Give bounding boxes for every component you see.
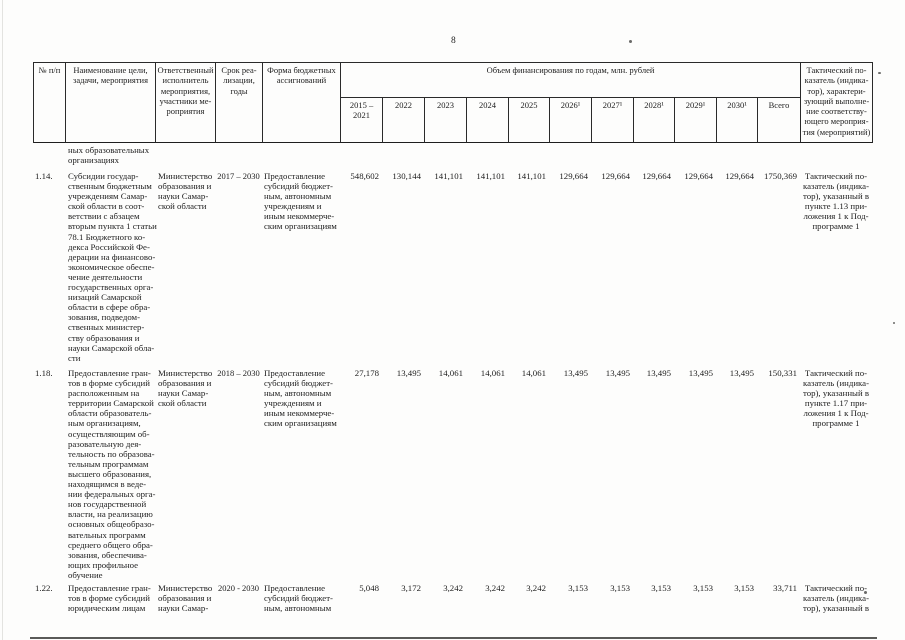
row-indicator: Тактический по- казатель (индика- тор), … <box>802 368 870 429</box>
row-value-2027: 3,153 <box>610 583 630 593</box>
col-header-year-2030: 2030¹ <box>717 98 758 143</box>
row-value-2025: 14,061 <box>521 368 546 378</box>
row-value-2026: 129,664 <box>559 171 588 181</box>
col-header-year-2026: 2026¹ <box>550 98 592 143</box>
scan-speck-artifact <box>878 72 881 74</box>
row-period: 2017 – 2030 <box>217 171 260 181</box>
col-header-name: Наименование цели, задачи, мероприятия <box>66 63 156 143</box>
row-value-2022: 13,495 <box>396 368 421 378</box>
row-value-2024: 3,242 <box>485 583 505 593</box>
row-value-total: 150,331 <box>768 368 797 378</box>
row-value-2023: 141,101 <box>434 171 463 181</box>
row-executor: Министерство образования и науки Самар- … <box>158 171 213 212</box>
row-value-2015-2021: 5,048 <box>359 583 379 593</box>
row-number: 1.22. <box>35 583 53 593</box>
table-row: 1.22. Предоставление гран- тов в форме с… <box>33 583 872 613</box>
row-value-2030: 129,664 <box>725 171 754 181</box>
col-header-year-2028: 2028¹ <box>634 98 675 143</box>
row-indicator: Тактический по- казатель (индика- тор), … <box>802 583 870 614</box>
page-number: 8 <box>451 36 456 46</box>
col-header-year-2024: 2024 <box>467 98 509 143</box>
row-value-2022: 3,172 <box>401 583 421 593</box>
col-header-year-2027: 2027¹ <box>592 98 634 143</box>
row-number: 1.18. <box>35 368 53 378</box>
row-value-2025: 141,101 <box>517 171 546 181</box>
row-period: 2020 - 2030 <box>217 583 260 593</box>
row-value-2023: 3,242 <box>443 583 463 593</box>
row-value-2028: 129,664 <box>642 171 671 181</box>
table-header: № п/п Наименование цели, задачи, меропри… <box>33 62 873 143</box>
row-value-total: 33,711 <box>773 583 797 593</box>
table-row: 1.14. Субсидии государ- ственным бюджетн… <box>33 171 872 363</box>
row-indicator: Тактический по- казатель (индика- тор), … <box>802 171 870 232</box>
table-row: 1.18. Предоставление гран- тов в форме с… <box>33 368 872 580</box>
col-header-indicator: Тактический по- казатель (индика- тор), … <box>801 63 873 143</box>
col-header-period: Срок реа- лизации, годы <box>216 63 263 143</box>
row-value-2029: 3,153 <box>693 583 713 593</box>
row-value-2028: 3,153 <box>651 583 671 593</box>
row-name: Субсидии государ- ственным бюджетным учр… <box>68 171 157 363</box>
row-value-2026: 13,495 <box>563 368 588 378</box>
scan-edge-artifact <box>2 0 3 640</box>
col-header-num: № п/п <box>34 63 66 143</box>
row-form: Предоставление субсидий бюджет- ным, авт… <box>264 171 337 232</box>
col-header-executor: Ответственный исполнитель мероприятия, у… <box>156 63 216 143</box>
table-row-continuation: ных образовательных организациях <box>33 145 872 165</box>
row-name: Предоставление гран- тов в форме субсиди… <box>68 368 156 580</box>
row-value-2027: 129,664 <box>601 171 630 181</box>
row-executor: Министерство образования и науки Самар- … <box>158 368 213 409</box>
row-value-2030: 3,153 <box>734 583 754 593</box>
row-value-2026: 3,153 <box>568 583 588 593</box>
row-value-2022: 130,144 <box>392 171 421 181</box>
row-value-total: 1750,369 <box>764 171 797 181</box>
row-form: Предоставление субсидий бюджет- ным, авт… <box>264 583 333 614</box>
row-value-2015-2021: 548,602 <box>350 171 379 181</box>
row-form: Предоставление субсидий бюджет- ным, авт… <box>264 368 337 429</box>
row-value-2027: 13,495 <box>605 368 630 378</box>
row-value-2030: 13,495 <box>729 368 754 378</box>
row-value-2024: 141,101 <box>476 171 505 181</box>
scan-speck-artifact <box>893 322 895 324</box>
col-header-year-2023: 2023 <box>425 98 467 143</box>
row-value-2025: 3,242 <box>526 583 546 593</box>
col-header-financing: Объем финансирования по годам, млн. рубл… <box>341 63 801 98</box>
row-name: Предоставление гран- тов в форме субсиди… <box>68 583 151 614</box>
col-header-year-2015-2021: 2015 – 2021 <box>341 98 383 143</box>
row-value-2028: 13,495 <box>646 368 671 378</box>
row-value-2023: 14,061 <box>438 368 463 378</box>
row-value-2029: 13,495 <box>688 368 713 378</box>
row-value-2029: 129,664 <box>684 171 713 181</box>
row-executor: Министерство образования и науки Самар- <box>158 583 213 614</box>
scan-page-edge-artifact <box>30 637 877 639</box>
row-period: 2018 – 2030 <box>217 368 260 378</box>
row-name-continuation: ных образовательных организациях <box>68 145 150 166</box>
col-header-year-2022: 2022 <box>383 98 425 143</box>
col-header-year-2029: 2029¹ <box>675 98 717 143</box>
row-number: 1.14. <box>35 171 53 181</box>
row-value-2024: 14,061 <box>480 368 505 378</box>
col-header-form: Форма бюджетных ассигнований <box>263 63 341 143</box>
col-header-year-2025: 2025 <box>509 98 550 143</box>
col-header-year-total: Всего <box>758 98 801 143</box>
row-value-2015-2021: 27,178 <box>354 368 379 378</box>
scan-speck-artifact <box>629 40 632 43</box>
scan-speck-artifact <box>864 591 867 594</box>
